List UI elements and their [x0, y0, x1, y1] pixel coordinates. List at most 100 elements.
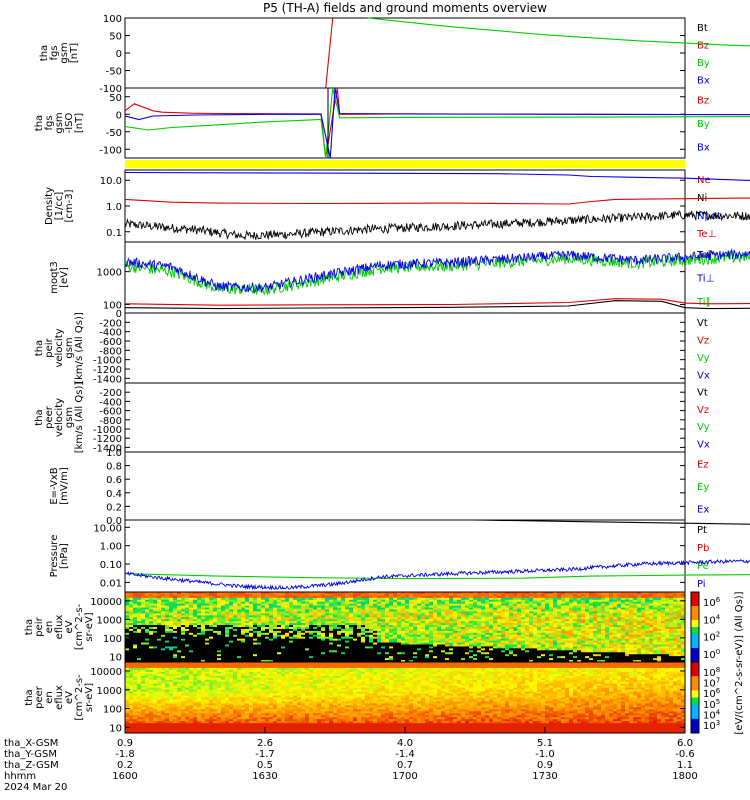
- heatmap-cell: [161, 592, 166, 595]
- heatmap-cell: [501, 619, 506, 622]
- heatmap-cell: [493, 617, 498, 620]
- heatmap-cell: [217, 646, 222, 649]
- heatmap-cell: [669, 609, 674, 612]
- heatmap-cell: [573, 615, 578, 618]
- heatmap-cell: [197, 636, 202, 640]
- heatmap-cell: [549, 638, 554, 642]
- heatmap-cell: [301, 640, 306, 643]
- heatmap-cell: [673, 656, 678, 659]
- heatmap-cell: [349, 628, 354, 632]
- y-axis-label: fgs: [44, 115, 55, 130]
- heatmap-cell: [649, 625, 654, 628]
- heatmap-cell: [237, 605, 242, 608]
- heatmap-cell: [229, 621, 234, 624]
- heatmap-cell: [473, 634, 478, 638]
- heatmap-cell: [201, 592, 206, 595]
- heatmap-cell: [345, 615, 350, 618]
- heatmap-cell: [269, 650, 274, 653]
- heatmap-cell: [493, 654, 498, 657]
- heatmap-cell: [293, 646, 298, 649]
- heatmap-cell: [441, 654, 446, 657]
- heatmap-cell: [129, 638, 134, 642]
- heatmap-cell: [133, 630, 138, 634]
- heatmap-cell: [505, 625, 510, 628]
- heatmap-cell: [293, 638, 298, 642]
- heatmap-cell: [417, 656, 422, 659]
- heatmap-cell: [173, 634, 178, 638]
- heatmap-cell: [461, 621, 466, 624]
- heatmap-cell: [437, 628, 442, 632]
- heatmap-cell: [465, 650, 470, 653]
- heatmap-cell: [449, 650, 454, 653]
- heatmap-cell: [617, 619, 622, 622]
- heatmap-cell: [649, 640, 654, 643]
- heatmap-cell: [369, 638, 374, 642]
- heatmap-cell: [649, 615, 654, 618]
- heatmap-cell: [373, 593, 378, 597]
- heatmap-cell: [325, 615, 330, 618]
- heatmap-cell: [205, 613, 210, 616]
- heatmap-cell: [509, 613, 514, 616]
- heatmap-cell: [225, 592, 230, 595]
- heatmap-cell: [325, 605, 330, 608]
- heatmap-cell: [185, 636, 190, 640]
- heatmap-cell: [257, 597, 262, 601]
- heatmap-cell: [665, 636, 670, 640]
- heatmap-cell: [253, 623, 258, 626]
- heatmap-cell: [529, 654, 534, 657]
- heatmap-cell: [177, 613, 182, 616]
- heatmap-cell: [305, 630, 310, 634]
- heatmap-cell: [509, 615, 514, 618]
- heatmap-cell: [401, 648, 406, 651]
- heatmap-cell: [369, 646, 374, 649]
- heatmap-cell: [565, 630, 570, 634]
- heatmap-cell: [233, 648, 238, 651]
- heatmap-cell: [421, 605, 426, 608]
- heatmap-cell: [533, 617, 538, 620]
- heatmap-cell: [409, 642, 414, 645]
- heatmap-cell: [485, 625, 490, 628]
- heatmap-cell: [469, 621, 474, 624]
- heatmap-cell: [609, 609, 614, 612]
- heatmap-cell: [417, 646, 422, 649]
- heatmap-cell: [517, 654, 522, 657]
- heatmap-cell: [149, 599, 154, 603]
- heatmap-cell: [317, 648, 322, 651]
- heatmap-cell: [509, 656, 514, 659]
- heatmap-cell: [641, 640, 646, 643]
- heatmap-cell: [269, 607, 274, 610]
- heatmap-cell: [613, 625, 618, 628]
- heatmap-cell: [561, 593, 566, 597]
- heatmap-cell: [533, 619, 538, 622]
- heatmap-cell: [601, 650, 606, 653]
- heatmap-cell: [553, 644, 558, 647]
- heatmap-cell: [657, 644, 662, 647]
- heatmap-cell: [657, 628, 662, 632]
- heatmap-cell: [325, 623, 330, 626]
- heatmap-cell: [469, 595, 474, 599]
- heatmap-cell: [401, 644, 406, 647]
- heatmap-cell: [565, 617, 570, 620]
- heatmap-cell: [525, 623, 530, 626]
- heatmap-cell: [325, 656, 330, 659]
- heatmap-cell: [349, 642, 354, 645]
- heatmap-cell: [437, 619, 442, 622]
- heatmap-cell: [381, 634, 386, 638]
- heatmap-cell: [629, 595, 634, 599]
- heatmap-cell: [665, 597, 670, 601]
- heatmap-cell: [265, 611, 270, 614]
- heatmap-cell: [265, 625, 270, 628]
- heatmap-cell: [153, 609, 158, 612]
- heatmap-cell: [245, 609, 250, 612]
- heatmap-cell: [197, 603, 202, 607]
- heatmap-cell: [373, 656, 378, 659]
- heatmap-cell: [573, 593, 578, 597]
- y-axis-label: [km/s (All Qs)]: [74, 382, 85, 454]
- heatmap-cell: [517, 607, 522, 610]
- heatmap-cell: [129, 632, 134, 636]
- heatmap-cell: [457, 644, 462, 647]
- heatmap-cell: [561, 592, 566, 595]
- heatmap-cell: [241, 630, 246, 634]
- heatmap-cell: [437, 617, 442, 620]
- heatmap-cell: [337, 603, 342, 607]
